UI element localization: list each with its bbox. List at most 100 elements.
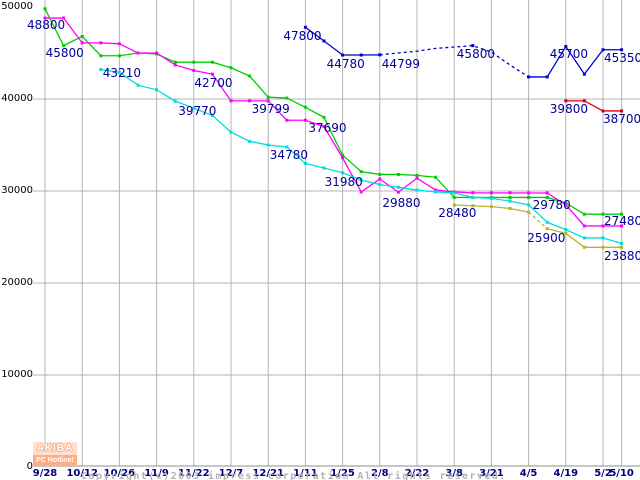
copyright-text: Copyright(c)2003 impress corporation All… (81, 442, 507, 480)
x-tick-label: 11/22 (178, 468, 210, 479)
series-marker-dark-yellow (452, 203, 456, 207)
series-marker-cyan (434, 190, 438, 194)
series-marker-magenta (601, 224, 605, 228)
series-marker-green (508, 195, 512, 199)
data-label-43210: 43210 (102, 66, 141, 81)
series-marker-magenta (582, 224, 586, 228)
series-marker-blue (601, 48, 605, 52)
series-marker-green (359, 170, 363, 174)
series-marker-green (620, 212, 624, 216)
x-tick-label: 9/28 (32, 468, 58, 479)
x-tick-label: 1/11 (293, 468, 318, 479)
data-label-37690: 37690 (308, 121, 347, 136)
data-label-31980: 31980 (324, 174, 363, 189)
series-marker-magenta (359, 190, 363, 194)
series-marker-red (601, 109, 605, 113)
series-marker-green (266, 95, 270, 99)
x-tick-label: 3/21 (479, 468, 504, 479)
footer: AKIBA PC Hotline! Copyright(c)2003 impre… (33, 442, 507, 480)
series-marker-red (564, 99, 568, 103)
series-marker-cyan (117, 70, 121, 74)
series-marker-cyan (322, 166, 326, 170)
x-tick-label: 10/26 (103, 468, 136, 479)
series-marker-dark-yellow (545, 227, 549, 231)
series-marker-cyan (359, 178, 363, 182)
series-marker-blue (303, 25, 307, 29)
series-marker-red (582, 99, 586, 103)
series-line-red (565, 100, 622, 112)
series-marker-cyan (303, 161, 307, 165)
logo-akiba-text: AKIBA (33, 442, 77, 455)
series-marker-magenta (248, 99, 252, 103)
series-marker-cyan (229, 130, 233, 134)
series-marker-cyan (99, 67, 103, 71)
series-marker-dark-yellow (471, 204, 475, 208)
series-marker-magenta (396, 190, 400, 194)
series-marker-green (80, 34, 84, 38)
series-marker-cyan (285, 145, 289, 149)
series-marker-green (229, 66, 233, 70)
series-marker-green (285, 96, 289, 100)
x-tick-label: 5/10 (609, 468, 634, 479)
series-line-cyan (100, 68, 622, 245)
series-marker-dark-yellow (601, 245, 605, 249)
series-marker-cyan (489, 196, 493, 200)
series-marker-cyan (564, 228, 568, 232)
series-marker-green (545, 195, 549, 199)
series-marker-dark-yellow (527, 210, 531, 214)
series-marker-magenta (62, 16, 66, 20)
series-marker-magenta (527, 191, 531, 195)
series-marker-magenta (192, 68, 196, 72)
data-label-25900: 25900 (527, 230, 566, 245)
data-label-44780: 44780 (326, 57, 365, 72)
series-marker-magenta (155, 51, 159, 55)
series-marker-magenta (266, 99, 270, 103)
series-marker-green (99, 54, 103, 58)
series-marker-cyan (620, 241, 624, 245)
series-marker-blue (527, 75, 531, 79)
data-label-29780: 29780 (532, 198, 571, 213)
x-tick-label: 3/8 (445, 468, 463, 479)
series-marker-green (341, 153, 345, 157)
series-marker-blue (322, 39, 326, 43)
data-label-34780: 34780 (269, 148, 308, 163)
data-label-38700: 38700 (603, 111, 640, 126)
data-label-44799: 44799 (381, 56, 420, 71)
series-marker-green (248, 74, 252, 78)
y-tick-label: 0 (26, 461, 33, 472)
series-marker-cyan (266, 143, 270, 147)
series-marker-cyan (248, 139, 252, 143)
x-tick-label: 4/5 (519, 468, 538, 479)
series-marker-cyan (471, 195, 475, 199)
x-tick-label: 12/7 (218, 468, 244, 479)
series-marker-cyan (136, 83, 140, 87)
series-marker-cyan (582, 236, 586, 240)
data-label-45800: 45800 (45, 45, 84, 60)
series-marker-magenta (341, 156, 345, 160)
series-marker-magenta (489, 191, 493, 195)
series-marker-magenta (173, 63, 177, 67)
series-marker-magenta (99, 41, 103, 45)
series-marker-cyan (155, 88, 159, 92)
series-marker-magenta (303, 118, 307, 122)
series-marker-magenta (80, 41, 84, 45)
akiba-pc-hotline-logo: AKIBA PC Hotline! (33, 442, 77, 480)
x-tick-label: 2/22 (404, 468, 430, 479)
series-marker-magenta (434, 188, 438, 192)
series-marker-green (527, 195, 531, 199)
data-label-45350: 45350 (604, 50, 640, 65)
x-tick-label: 1/25 (330, 468, 355, 479)
series-marker-dark-yellow (508, 206, 512, 210)
x-tick-label: 4/19 (553, 468, 579, 479)
series-marker-magenta (229, 99, 233, 103)
series-marker-dark-yellow (489, 205, 493, 209)
series-marker-dark-yellow (564, 231, 568, 235)
series-marker-dark-yellow (620, 245, 624, 249)
series-marker-magenta (322, 125, 326, 129)
series-line-dark-yellow-dashed (528, 211, 548, 230)
series-marker-blue (564, 45, 568, 49)
series-marker-green (192, 60, 196, 64)
series-marker-cyan (341, 171, 345, 175)
series-marker-green (564, 201, 568, 205)
series-marker-green (43, 7, 47, 11)
